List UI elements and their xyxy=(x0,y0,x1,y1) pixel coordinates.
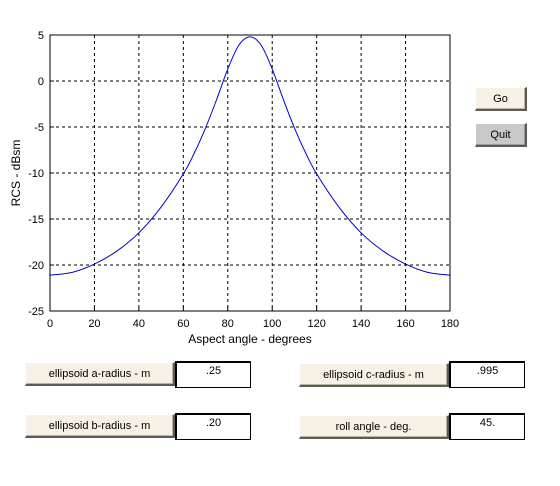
y-tick-label: -25 xyxy=(28,306,44,318)
roll-angle-input[interactable]: 45. xyxy=(449,413,525,440)
go-button[interactable]: Go xyxy=(475,87,527,111)
x-tick-label: 100 xyxy=(263,318,281,330)
quit-button[interactable]: Quit xyxy=(475,123,527,147)
x-tick-label: 20 xyxy=(88,318,100,330)
y-tick-labels: 5 0 -5 -10 -15 -20 -25 xyxy=(28,30,44,318)
x-tick-labels: 0 20 40 60 80 100 120 140 160 180 xyxy=(47,318,459,330)
roll-angle-label-button[interactable]: roll angle - deg. xyxy=(299,415,449,439)
plot-frame xyxy=(49,34,451,312)
a-radius-input[interactable]: .25 xyxy=(175,361,251,388)
x-tick-label: 0 xyxy=(47,318,53,330)
c-radius-label-button[interactable]: ellipsoid c-radius - m xyxy=(299,363,449,387)
b-radius-label-button[interactable]: ellipsoid b-radius - m xyxy=(25,414,175,438)
x-tick-label: 120 xyxy=(307,318,325,330)
rcs-chart: 0 20 40 60 80 100 120 140 160 180 5 0 -5 -10 -15 -20 -2… xyxy=(9,30,459,346)
c-radius-input[interactable]: .995 xyxy=(449,361,525,388)
x-tick-label: 160 xyxy=(396,318,414,330)
x-axis-label: Aspect angle - degrees xyxy=(188,332,311,346)
y-tick-label: -15 xyxy=(28,214,44,226)
rcs-series-line xyxy=(49,36,451,276)
y-tick-label: 0 xyxy=(38,76,44,88)
chart-series xyxy=(49,36,451,276)
y-axis-label: RCS - dBsm xyxy=(9,140,23,207)
a-radius-label-button[interactable]: ellipsoid a-radius - m xyxy=(25,362,175,386)
y-tick-label: 5 xyxy=(38,30,44,42)
x-tick-label: 80 xyxy=(222,318,234,330)
x-tick-label: 40 xyxy=(133,318,145,330)
y-tick-label: -5 xyxy=(34,122,44,134)
chart-grid xyxy=(49,34,451,312)
x-tick-label: 140 xyxy=(352,318,370,330)
b-radius-input[interactable]: .20 xyxy=(175,413,251,440)
x-tick-label: 60 xyxy=(177,318,189,330)
y-tick-label: -20 xyxy=(28,260,44,272)
y-tick-label: -10 xyxy=(28,168,44,180)
x-tick-label: 180 xyxy=(441,318,459,330)
